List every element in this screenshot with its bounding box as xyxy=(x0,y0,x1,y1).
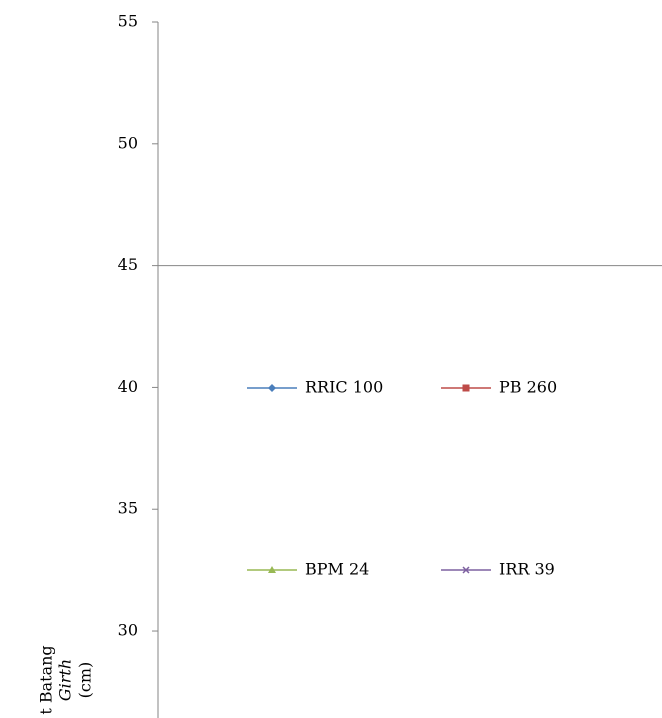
legend-marker xyxy=(268,384,276,392)
legend-label: RRIC 100 xyxy=(305,378,383,397)
y-tick-label: 55 xyxy=(118,12,138,31)
legend-label: PB 260 xyxy=(499,378,557,397)
legend-label: BPM 24 xyxy=(305,560,369,579)
y-tick-label: 40 xyxy=(118,377,138,396)
y-tick-label: 50 xyxy=(118,133,138,152)
y-axis-label: (cm) xyxy=(76,662,95,699)
y-tick-label: 30 xyxy=(118,621,138,640)
legend-label: IRR 39 xyxy=(499,560,555,579)
y-tick-label: 45 xyxy=(118,255,138,274)
legend-marker xyxy=(462,384,470,392)
y-axis-label: Girth xyxy=(56,659,75,701)
legend-marker xyxy=(462,566,470,574)
y-tick-label: 35 xyxy=(118,499,138,518)
legend-marker xyxy=(268,566,276,573)
y-axis-label: t Batang xyxy=(37,645,56,714)
